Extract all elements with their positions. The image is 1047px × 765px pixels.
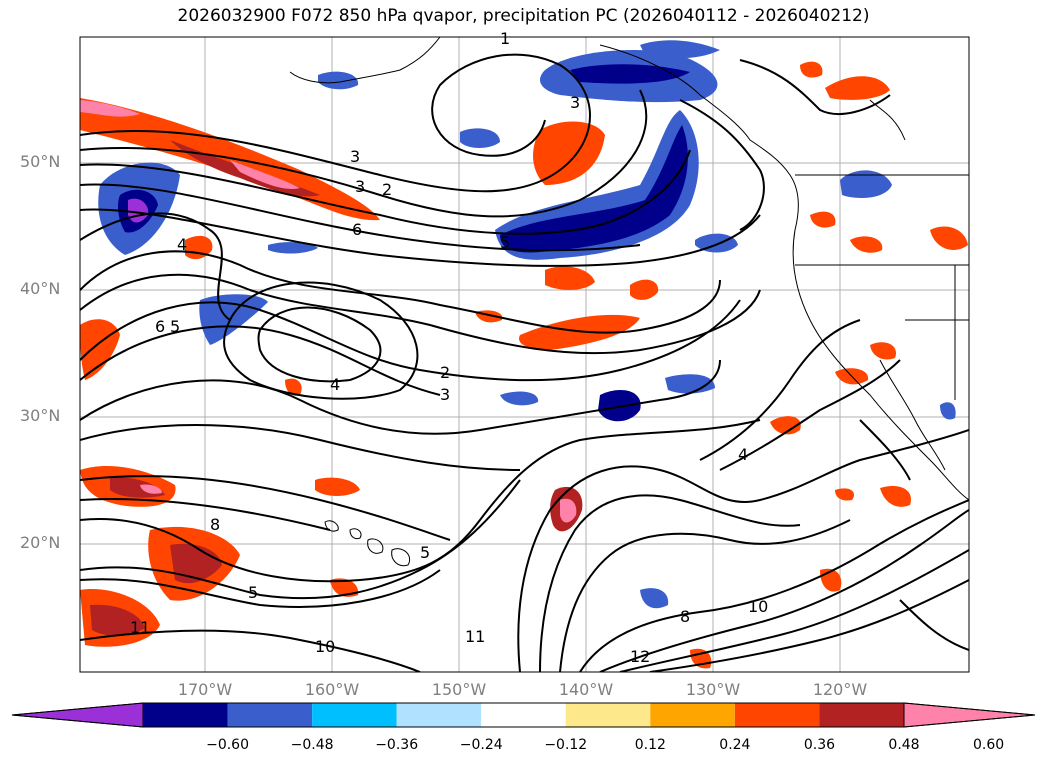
colorbar-segment	[227, 703, 313, 727]
lat-label-40n: 40°N	[20, 279, 61, 298]
colorbar-segment	[396, 703, 482, 727]
contours	[80, 53, 969, 672]
contour-label: 2	[440, 363, 450, 382]
lon-label-120w: 120°W	[812, 680, 868, 699]
contour-label: 3	[570, 93, 580, 112]
lon-label-160w: 160°W	[304, 680, 360, 699]
contour-label: 1	[500, 29, 510, 48]
colorbar-extend-max	[903, 702, 1036, 728]
contour-label: 6	[155, 317, 165, 336]
colorbar-outline	[11, 702, 1036, 728]
precip-shading	[80, 40, 968, 669]
colorbar-tick-label: −0.60	[206, 737, 249, 753]
lon-label-170w: 170°W	[177, 680, 233, 699]
colorbar-segment	[565, 703, 651, 727]
colorbar-tick-label: 0.60	[972, 737, 1005, 753]
contour-label: 8	[680, 607, 690, 626]
contour-label: 4	[177, 235, 187, 254]
contour-label: 4	[330, 375, 340, 394]
colorbar-segment	[312, 703, 397, 727]
colorbar	[11, 702, 1036, 728]
colorbar-tick-label: 0.36	[803, 737, 836, 753]
contour-label: 11	[465, 627, 485, 646]
contour-label: 11	[130, 618, 150, 637]
lon-label-130w: 130°W	[685, 680, 741, 699]
contour-label: 3	[355, 177, 365, 196]
colorbar-segment	[650, 703, 735, 727]
contour-label: 5	[500, 233, 510, 252]
colorbar-extend-min	[11, 702, 144, 728]
colorbar-tick-label: −0.48	[290, 737, 334, 753]
contour-label: 5	[420, 543, 430, 562]
lat-label-30n: 30°N	[20, 406, 61, 425]
graticule	[80, 37, 969, 672]
contour-label: 6	[352, 220, 362, 239]
colorbar-segment	[734, 703, 820, 727]
map-title: 2026032900 F072 850 hPa qvapor, precipit…	[177, 6, 870, 26]
coastlines	[289, 37, 969, 567]
lat-label-20n: 20°N	[20, 533, 61, 552]
colorbar-tick-label: 0.24	[719, 737, 751, 753]
contour-label: 5	[170, 317, 180, 336]
colorbar-tick-label: 0.12	[634, 737, 666, 753]
colorbar-tick-label: −0.24	[459, 737, 503, 753]
contour-label: 5	[248, 583, 258, 602]
lon-label-150w: 150°W	[431, 680, 487, 699]
contour-label: 10	[315, 637, 335, 656]
lon-label-140w: 140°W	[558, 680, 614, 699]
lat-label-50n: 50°N	[20, 152, 61, 171]
contour-label: 2	[382, 180, 392, 199]
colorbar-tick-label: 0.48	[888, 737, 920, 753]
contour-label: 4	[738, 445, 748, 464]
contour-label: 12	[630, 647, 650, 666]
colorbar-tick-label: −0.36	[375, 737, 419, 753]
colorbar-tick-label: −0.12	[544, 737, 588, 753]
colorbar-segment	[819, 703, 904, 727]
colorbar-segment	[481, 703, 566, 727]
contour-label: 3	[350, 147, 360, 166]
contour-label: 3	[440, 385, 450, 404]
contour-label: 8	[210, 515, 220, 534]
map-border	[79, 36, 970, 673]
colorbar-segment	[143, 703, 228, 727]
contour-label: 10	[748, 597, 768, 616]
